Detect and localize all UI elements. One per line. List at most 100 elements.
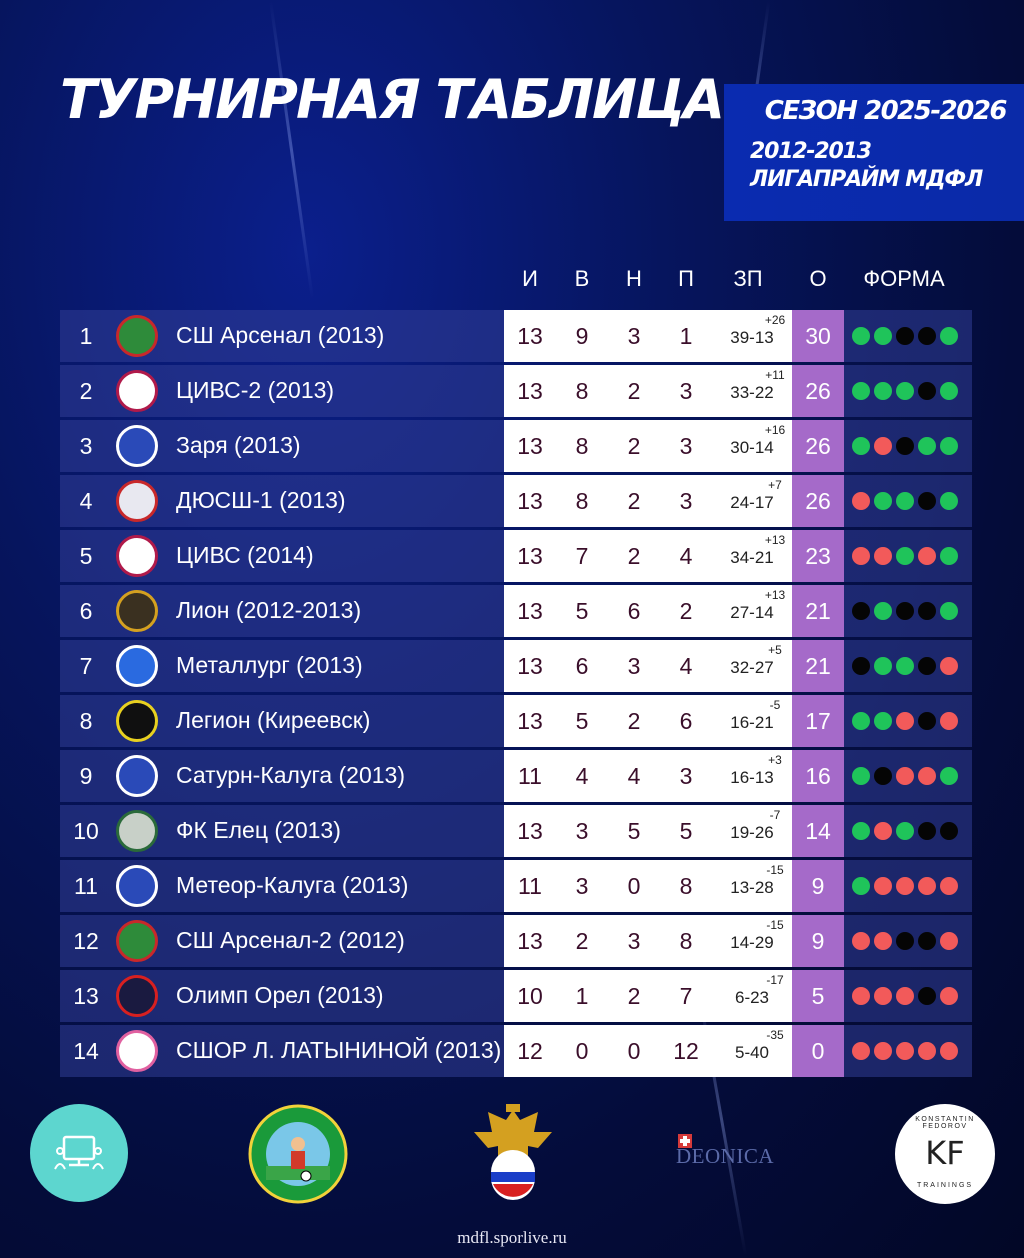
sponsor-deonica-logo: DEONICA	[676, 1134, 776, 1168]
losses-cell: 4	[679, 653, 693, 679]
form-indicator	[852, 437, 958, 455]
games-cell: 13	[517, 653, 543, 679]
draws-cell: 6	[627, 598, 641, 624]
games-cell: 13	[517, 323, 543, 349]
goals-cell: 30-14	[730, 438, 774, 457]
column-points: О	[809, 266, 827, 291]
losses-cell: 5	[679, 818, 693, 844]
position-cell: 11	[74, 873, 98, 899]
points-background	[792, 970, 844, 1022]
form-win-dot	[874, 602, 892, 620]
form-loss-dot	[874, 877, 892, 895]
form-win-dot	[940, 382, 958, 400]
games-cell: 11	[518, 763, 542, 789]
points-cell: 21	[805, 598, 831, 624]
team-name: Легион (Киреевск)	[176, 707, 371, 733]
goal-difference-cell: -15	[766, 863, 784, 877]
form-indicator	[852, 547, 958, 565]
team-name: ЦИВС-2 (2013)	[176, 377, 335, 403]
wins-cell: 9	[575, 323, 589, 349]
goals-cell: 13-28	[730, 878, 774, 897]
points-background	[792, 530, 844, 582]
footer-url[interactable]: mdfl.sporlive.ru	[457, 1228, 567, 1247]
arsenal-crest-icon	[116, 920, 158, 962]
table-row: 4 ДЮСШ-1 (2013) 13 8 2 3 +7 24-17 26	[60, 475, 972, 527]
losses-cell: 3	[679, 433, 693, 459]
form-draw-dot	[918, 822, 936, 840]
column-draws: Н	[626, 266, 642, 291]
wins-cell: 3	[575, 873, 589, 899]
position-cell: 10	[73, 818, 99, 844]
page-title: ТУРНИРНАЯ ТАБЛИЦА	[60, 68, 725, 131]
losses-cell: 1	[679, 323, 693, 349]
form-win-dot	[940, 767, 958, 785]
table-row: 11 Метеор-Калуга (2013) 11 3 0 8 -15 13-28 9	[60, 860, 972, 912]
form-win-dot	[918, 437, 936, 455]
table-row: 10 ФК Елец (2013) 13 3 5 5 -7 19-26 14	[60, 805, 972, 857]
elets-crest-icon	[116, 810, 158, 852]
goals-cell: 14-29	[730, 933, 774, 952]
league-label: ЛИГАПРАЙМ МДФЛ	[750, 167, 983, 192]
stats-background	[504, 420, 792, 472]
points-cell: 26	[805, 433, 831, 459]
form-indicator	[852, 327, 958, 345]
form-draw-dot	[918, 382, 936, 400]
position-cell: 6	[79, 598, 93, 624]
form-draw-dot	[918, 327, 936, 345]
goals-cell: 16-21	[730, 713, 774, 732]
dyussh-crest-icon	[116, 480, 158, 522]
goals-cell: 16-13	[730, 768, 774, 787]
form-win-dot	[940, 602, 958, 620]
games-cell: 13	[517, 378, 543, 404]
sponsor-russian-football-union-logo	[468, 1102, 558, 1206]
wins-cell: 0	[575, 1038, 589, 1064]
form-loss-dot	[874, 822, 892, 840]
losses-cell: 3	[679, 488, 693, 514]
column-games: И	[522, 266, 538, 291]
points-background	[792, 640, 844, 692]
draws-cell: 2	[627, 543, 641, 569]
form-loss-dot	[874, 987, 892, 1005]
stats-background	[504, 695, 792, 747]
team-name: СШ Арсенал (2013)	[176, 322, 385, 348]
points-background	[792, 860, 844, 912]
form-loss-dot	[874, 437, 892, 455]
form-win-dot	[940, 437, 958, 455]
form-win-dot	[874, 382, 892, 400]
form-loss-dot	[852, 932, 870, 950]
form-draw-dot	[918, 932, 936, 950]
stats-background	[504, 310, 792, 362]
wins-cell: 8	[575, 488, 589, 514]
draws-cell: 3	[627, 653, 641, 679]
column-wins: В	[574, 266, 590, 291]
goal-difference-cell: -5	[769, 698, 781, 712]
team-name: Металлург (2013)	[176, 652, 363, 678]
form-draw-dot	[896, 602, 914, 620]
points-background	[792, 420, 844, 472]
losses-cell: 6	[679, 708, 693, 734]
kf-monogram: KF	[925, 1134, 965, 1172]
column-form: ФОРМА	[863, 266, 945, 291]
games-cell: 13	[517, 818, 543, 844]
points-cell: 5	[811, 983, 825, 1009]
table-row: 8 Легион (Киреевск) 13 5 2 6 -5 16-21 17	[60, 695, 972, 747]
goals-cell: 24-17	[730, 493, 774, 512]
swiss-cross-icon	[678, 1134, 692, 1148]
team-name: Метеор-Калуга (2013)	[176, 872, 409, 898]
tsivs-crest-icon	[116, 370, 158, 412]
form-draw-dot	[918, 602, 936, 620]
table-row: 3 Заря (2013) 13 8 2 3 +16 30-14 26	[60, 420, 972, 472]
background-light-streak	[269, 1, 314, 299]
stats-background	[504, 475, 792, 527]
position-cell: 14	[73, 1038, 99, 1064]
lion-crest-icon	[116, 590, 158, 632]
team-name: Лион (2012-2013)	[176, 597, 362, 623]
form-win-dot	[874, 712, 892, 730]
form-indicator	[852, 602, 958, 620]
arsenal-crest-icon	[116, 315, 158, 357]
form-loss-dot	[874, 547, 892, 565]
sshor-crest-icon	[116, 1030, 158, 1072]
form-draw-dot	[852, 602, 870, 620]
table-row: 1 СШ Арсенал (2013) 13 9 3 1 +26 39-13 30	[60, 310, 972, 362]
deonica-wordmark: DEONICA	[676, 1144, 774, 1168]
